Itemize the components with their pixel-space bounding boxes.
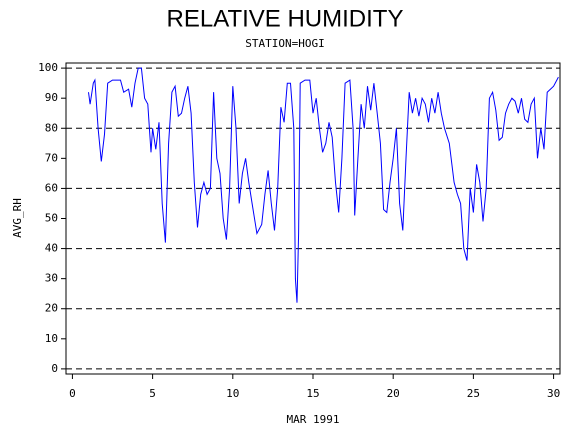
y-tick-label: 50 (45, 212, 58, 225)
y-tick-label: 100 (38, 61, 58, 74)
x-tick-label: 0 (69, 387, 76, 400)
x-tick-label: 30 (547, 387, 560, 400)
y-tick-label: 90 (45, 91, 58, 104)
x-axis-label: MAR 1991 (287, 413, 340, 426)
y-tick-label: 0 (51, 362, 58, 375)
y-tick-label: 60 (45, 181, 58, 194)
y-tick-label: 70 (45, 151, 58, 164)
y-axis-label: AVG_RH (11, 198, 24, 238)
y-tick-label: 20 (45, 302, 58, 315)
x-tick-label: 10 (226, 387, 239, 400)
x-tick-label: 15 (306, 387, 319, 400)
y-tick-label: 30 (45, 272, 58, 285)
data-line (88, 67, 559, 303)
chart-subtitle: STATION=HOGI (245, 37, 324, 50)
y-tick-label: 40 (45, 242, 58, 255)
y-tick-label: 80 (45, 121, 58, 134)
chart-title: RELATIVE HUMIDITY (167, 5, 404, 32)
y-tick-label: 10 (45, 332, 58, 345)
x-tick-label: 20 (387, 387, 400, 400)
x-tick-label: 25 (467, 387, 480, 400)
x-tick-label: 5 (149, 387, 156, 400)
